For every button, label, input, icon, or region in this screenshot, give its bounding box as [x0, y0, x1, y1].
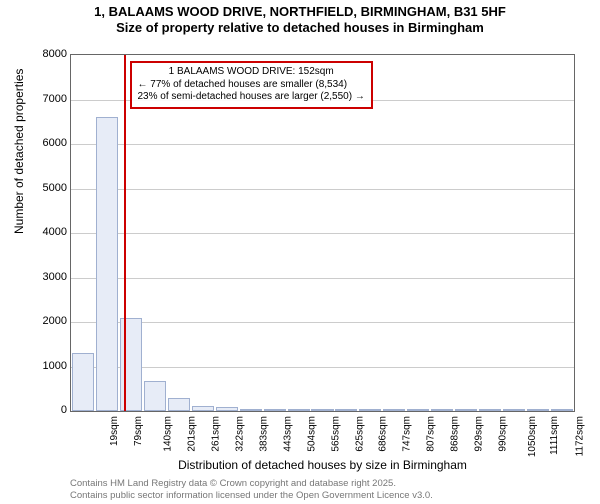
- histogram-bar: [551, 409, 573, 411]
- y-tick-label: 6000: [43, 137, 67, 149]
- x-tick-label: 686sqm: [378, 416, 389, 452]
- x-axis-label: Distribution of detached houses by size …: [70, 458, 575, 472]
- histogram-bar: [311, 409, 333, 411]
- title-main: 1, BALAAMS WOOD DRIVE, NORTHFIELD, BIRMI…: [0, 4, 600, 19]
- histogram-bar: [383, 409, 405, 411]
- x-tick-label: 140sqm: [162, 416, 173, 452]
- y-tick-label: 1000: [43, 360, 67, 372]
- x-tick-label: 443sqm: [282, 416, 293, 452]
- histogram-bar: [455, 409, 477, 411]
- y-tick-label: 5000: [43, 182, 67, 194]
- footer-line2: Contains public sector information licen…: [70, 490, 433, 502]
- histogram-bar: [240, 409, 262, 411]
- y-axis-label: Number of detached properties: [12, 69, 26, 234]
- histogram-bar: [216, 407, 238, 411]
- x-tick-label: 807sqm: [426, 416, 437, 452]
- histogram-bar: [527, 409, 549, 411]
- y-tick-label: 2000: [43, 315, 67, 327]
- x-tick-label: 1172sqm: [574, 416, 585, 456]
- gridline: [71, 233, 574, 234]
- x-tick-label: 625sqm: [354, 416, 365, 452]
- y-tick-label: 3000: [43, 271, 67, 283]
- x-tick-label: 747sqm: [402, 416, 413, 452]
- footer-attribution: Contains HM Land Registry data © Crown c…: [70, 478, 433, 502]
- histogram-bar: [192, 406, 214, 411]
- title-sub: Size of property relative to detached ho…: [0, 20, 600, 35]
- histogram-bar: [264, 409, 286, 411]
- histogram-bar: [407, 409, 429, 411]
- chart-plot-area: 1 BALAAMS WOOD DRIVE: 152sqm ← 77% of de…: [70, 54, 575, 412]
- x-tick-label: 868sqm: [450, 416, 461, 452]
- histogram-bar: [359, 409, 381, 411]
- x-tick-label: 504sqm: [306, 416, 317, 452]
- x-tick-label: 565sqm: [330, 416, 341, 452]
- histogram-bar: [335, 409, 357, 411]
- annotation-line3: 23% of semi-detached houses are larger (…: [138, 91, 365, 104]
- x-tick-label: 261sqm: [210, 416, 221, 452]
- x-tick-label: 201sqm: [186, 416, 197, 452]
- x-tick-label: 79sqm: [133, 416, 144, 446]
- x-tick-label: 929sqm: [474, 416, 485, 452]
- gridline: [71, 144, 574, 145]
- x-tick-label: 322sqm: [234, 416, 245, 452]
- histogram-bar: [72, 353, 94, 411]
- histogram-bar: [503, 409, 525, 411]
- x-tick-label: 1050sqm: [527, 416, 538, 457]
- histogram-bar: [168, 398, 190, 411]
- x-tick-label: 990sqm: [498, 416, 509, 452]
- y-tick-label: 7000: [43, 93, 67, 105]
- histogram-bar: [479, 409, 501, 411]
- histogram-bar: [96, 117, 118, 411]
- histogram-bar: [144, 381, 166, 411]
- y-tick-label: 8000: [43, 48, 67, 60]
- gridline: [71, 367, 574, 368]
- x-tick-label: 19sqm: [109, 416, 120, 446]
- histogram-bar: [431, 409, 453, 411]
- gridline: [71, 322, 574, 323]
- y-tick-label: 4000: [43, 226, 67, 238]
- footer-line1: Contains HM Land Registry data © Crown c…: [70, 478, 433, 490]
- annotation-line1: 1 BALAAMS WOOD DRIVE: 152sqm: [138, 66, 365, 79]
- gridline: [71, 278, 574, 279]
- annotation-line2: ← 77% of detached houses are smaller (8,…: [138, 79, 365, 92]
- y-tick-label: 0: [61, 404, 67, 416]
- annotation-box: 1 BALAAMS WOOD DRIVE: 152sqm ← 77% of de…: [130, 61, 373, 109]
- x-tick-label: 1111sqm: [549, 416, 560, 455]
- reference-line: [124, 55, 126, 411]
- x-tick-label: 383sqm: [258, 416, 269, 452]
- gridline: [71, 189, 574, 190]
- histogram-bar: [288, 409, 310, 411]
